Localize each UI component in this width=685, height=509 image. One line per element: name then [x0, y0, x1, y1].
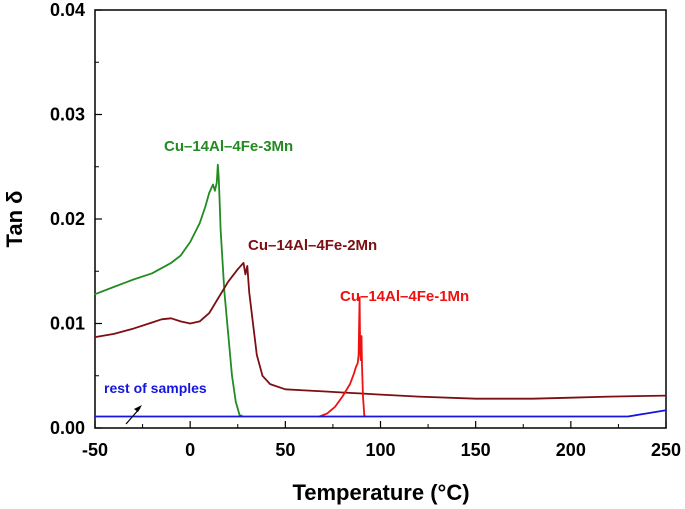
series-label-1mn: Cu–14Al–4Fe-1Mn	[340, 288, 469, 305]
y-tick-label: 0.03	[50, 105, 85, 125]
rest-of-samples-arrow	[125, 405, 142, 425]
y-tick-label: 0.01	[50, 314, 85, 334]
y-tick-label: 0.04	[50, 0, 85, 20]
series-label-2mn: Cu–14Al–4Fe-2Mn	[248, 237, 377, 254]
y-axis-title: Tan δ	[2, 191, 27, 248]
x-axis-title: Temperature (°C)	[292, 480, 469, 505]
x-tick-label: 250	[651, 440, 681, 460]
series-line-cu-14al-4fe-3mn	[94, 163, 243, 417]
y-tick-label: 0.00	[50, 418, 85, 438]
series-line-cu-14al-4fe-2mn	[94, 261, 667, 400]
x-axis-ticks	[94, 421, 667, 428]
series-lines	[94, 163, 667, 418]
y-axis-tick-labels: 0.00 0.01 0.02 0.03 0.04	[50, 0, 85, 438]
x-tick-label: 100	[365, 440, 395, 460]
x-tick-label: 0	[185, 440, 195, 460]
y-axis-ticks	[95, 9, 102, 429]
y-tick-label: 0.02	[50, 209, 85, 229]
x-tick-label: 150	[461, 440, 491, 460]
x-axis-tick-labels: -50 0 50 100 150 200 250	[82, 440, 681, 460]
series-line-cu-14al-4fe-1mn	[318, 296, 367, 418]
x-tick-label: -50	[82, 440, 108, 460]
x-tick-label: 200	[556, 440, 586, 460]
series-line-rest-of-samples	[94, 409, 667, 418]
series-label-3mn: Cu–14Al–4Fe-3Mn	[164, 138, 293, 155]
x-tick-label: 50	[275, 440, 295, 460]
series-label-rest: rest of samples	[104, 380, 207, 396]
